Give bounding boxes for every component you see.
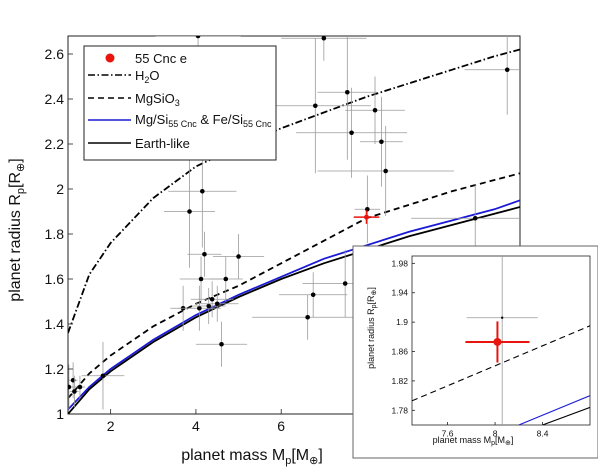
y-tick-label-1: 1.82 xyxy=(391,376,408,386)
y-tick-label-5: 2 xyxy=(56,181,64,197)
x-tick-label-0: 2 xyxy=(107,418,115,434)
data-point-20 xyxy=(259,38,371,174)
data-point-6 xyxy=(163,155,216,268)
legend-label-earth-like: Earth-like xyxy=(135,136,190,151)
inset-y-ticks: 1.78 1.82 1.86 1.9 1.94 1.98 xyxy=(391,258,415,415)
x-tick-label-0: 7.6 xyxy=(442,429,454,439)
y-tick-label-1: 1.2 xyxy=(45,361,65,377)
legend: 55 Cnc e H2O MgSiO3 Mg/Si55 Cnc & Fe/Si5… xyxy=(83,45,277,161)
legend-entry-55-cnc-e: 55 Cnc e xyxy=(105,51,187,66)
data-point-0 xyxy=(68,364,74,410)
curve-3 xyxy=(68,206,520,414)
data-point-24 xyxy=(296,87,407,178)
y-tick-label-7: 2.4 xyxy=(45,91,65,107)
y-tick-label-0: 1.78 xyxy=(391,405,408,415)
inset-data-points xyxy=(465,256,538,425)
data-point-2 xyxy=(70,375,79,408)
y-tick-label-2: 1.86 xyxy=(391,346,408,356)
x-tick-label-2: 6 xyxy=(277,418,285,434)
data-point-17 xyxy=(212,234,265,279)
data-point-27 xyxy=(360,96,403,187)
legend-label-h2o: H2O xyxy=(135,68,160,85)
data-point-21 xyxy=(281,36,367,61)
inset-x-ticks: 7.6 8 8.4 xyxy=(442,422,549,439)
highlight-55-cnc-e xyxy=(353,210,380,224)
data-point-30 xyxy=(464,36,520,115)
y-tick-label-6: 2.2 xyxy=(45,136,65,152)
curve-1 xyxy=(518,395,590,425)
legend-label-mgsi-fesi: Mg/Si55 Cnc & Fe/Si55 Cnc xyxy=(135,112,272,129)
data-point-16 xyxy=(208,256,243,302)
main-x-axis-label: planet mass Mp[M⊕] xyxy=(181,447,323,467)
inset-x-axis-label: planet mass Mp[M⊕] xyxy=(433,435,514,447)
curve-0 xyxy=(412,325,590,402)
x-tick-label-1: 8 xyxy=(493,429,498,439)
y-tick-label-3: 1.9 xyxy=(396,317,408,327)
data-point-23 xyxy=(317,36,378,160)
main-y-axis-label: planet radius Rp[R⊕] xyxy=(7,158,27,301)
curve-0 xyxy=(68,48,520,334)
data-point-19 xyxy=(279,272,348,318)
data-point-26 xyxy=(345,76,405,144)
main-chart: 2468 11.21.41.61.822.22.42.6 planet mass… xyxy=(7,35,521,467)
legend-marker-55-cnc-e xyxy=(105,53,115,63)
y-tick-label-3: 1.6 xyxy=(45,271,65,287)
inset-model-curves xyxy=(412,325,590,425)
y-tick-label-4: 1.94 xyxy=(391,288,408,298)
y-tick-label-2: 1.4 xyxy=(45,316,65,332)
highlight-55-cnc-e xyxy=(465,321,530,363)
curve-2 xyxy=(68,199,520,411)
legend-entry-mgsio3: MgSiO3 xyxy=(88,91,180,108)
data-point-11 xyxy=(187,231,222,277)
inset-y-axis-label: planet radius Rp[R⊕] xyxy=(366,287,378,369)
legend-label-mgsio3: MgSiO3 xyxy=(135,91,180,108)
y-tick-label-0: 1 xyxy=(56,406,64,422)
main-y-ticks: 1 1.2 1.4 1.6 1.8 2 2.2 2.4 2.6 xyxy=(45,46,73,422)
y-tick-label-4: 1.8 xyxy=(45,226,65,242)
legend-entry-h2o: H2O xyxy=(88,68,160,85)
curve-2 xyxy=(542,406,590,425)
legend-entry-mgsi-fesi: Mg/Si55 Cnc & Fe/Si55 Cnc xyxy=(88,112,272,129)
data-point-28 xyxy=(317,126,454,216)
legend-box xyxy=(83,45,277,161)
data-point-12 xyxy=(191,288,226,324)
data-point-0 xyxy=(466,256,538,425)
main-data-points xyxy=(68,36,520,410)
data-point-29 xyxy=(411,184,520,252)
inset-zoom: 7.6 8 8.4 1.78 1.82 1.86 1.9 1.94 1.98 planet m… xyxy=(352,245,598,459)
data-point-18 xyxy=(252,294,364,340)
data-point-3 xyxy=(74,375,86,399)
legend-label-55-cnc-e: 55 Cnc e xyxy=(135,51,187,66)
main-model-curves xyxy=(68,48,520,414)
curve-1 xyxy=(68,172,520,399)
data-point-8 xyxy=(178,285,221,331)
data-point-15 xyxy=(195,321,248,367)
legend-entry-earth-like: Earth-like xyxy=(88,136,190,151)
data-point-13 xyxy=(190,281,234,318)
y-tick-label-8: 2.6 xyxy=(45,46,65,62)
x-tick-label-2: 8.4 xyxy=(537,429,549,439)
x-tick-label-1: 4 xyxy=(192,418,200,434)
data-point-14 xyxy=(195,285,239,322)
data-point-4 xyxy=(81,342,125,410)
y-tick-label-5: 1.98 xyxy=(391,258,408,268)
